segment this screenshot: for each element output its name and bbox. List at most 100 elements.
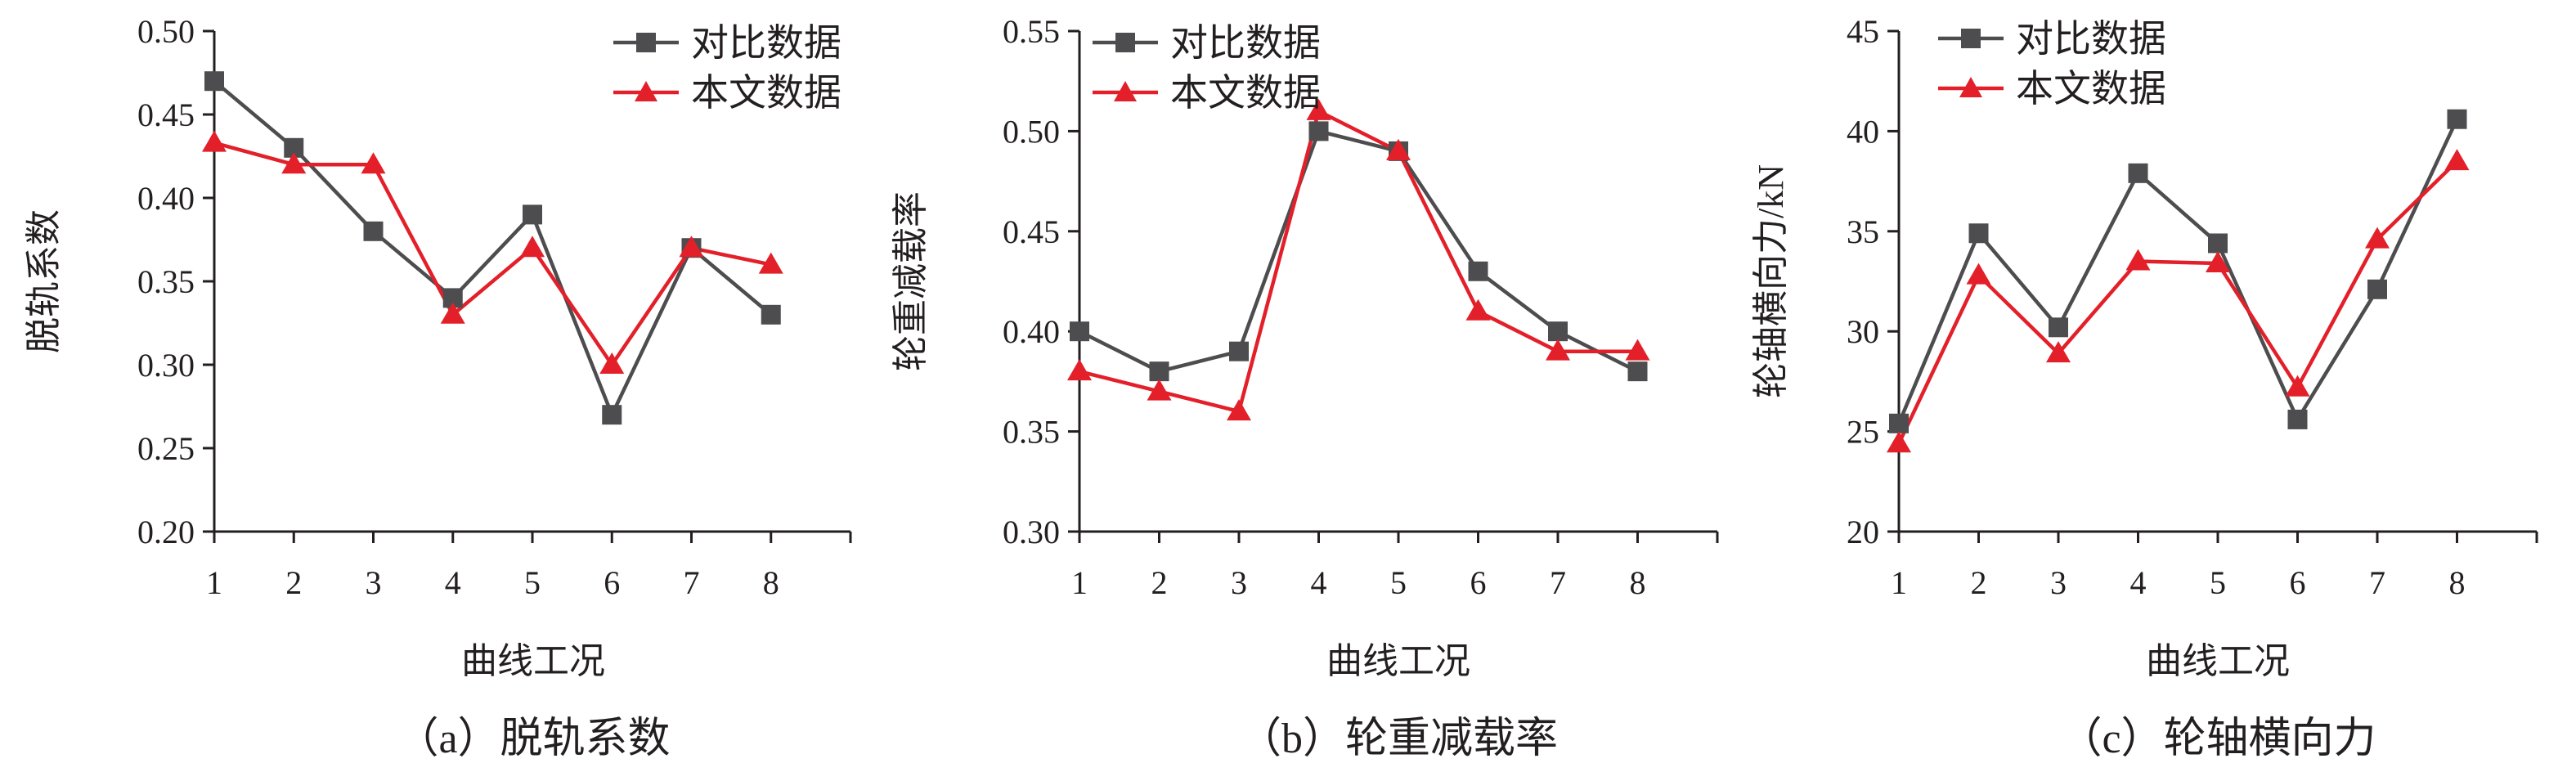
- caption-b: （b）轮重减载率: [1239, 716, 1558, 762]
- y-tick-label: 35: [1847, 213, 1879, 250]
- y-tick-label: 0.50: [137, 13, 195, 50]
- proposed-point: [1465, 298, 1491, 321]
- y-tick-label: 0.45: [1003, 213, 1060, 250]
- proposed-point: [1546, 339, 1570, 361]
- comparison-point: [1070, 321, 1089, 342]
- axes: [1068, 29, 1719, 543]
- legend-comparison-label: 对比数据: [691, 22, 841, 64]
- legend: 对比数据 本文数据: [1938, 18, 2166, 110]
- series-comparison-line: [1078, 129, 1639, 374]
- panel-a-derailment-coefficient: 0.20 0.25 0.30 0.35 0.40 0.45 0.50 1 2 3 4 5 6 7 8 对比数…: [24, 13, 852, 762]
- x-tick-label: 5: [524, 564, 541, 601]
- proposed-point: [679, 236, 704, 258]
- comparison-point: [602, 405, 622, 425]
- legend-proposed-label: 本文数据: [2016, 68, 2166, 110]
- y-tick-label: 0.40: [137, 180, 195, 217]
- proposed-point: [2365, 227, 2390, 249]
- proposed-point: [361, 152, 386, 174]
- comparison-point: [1468, 261, 1488, 281]
- comparison-point: [2447, 109, 2467, 129]
- series-proposed-line: [1896, 159, 2459, 445]
- proposed-point: [599, 352, 625, 374]
- x-axis-title: 曲线工况: [461, 641, 605, 681]
- proposed-point: [1227, 399, 1251, 421]
- y-tick-label: 0.35: [1003, 414, 1060, 451]
- series-markers: [1067, 98, 1650, 421]
- proposed-point: [2046, 341, 2071, 363]
- legend-comparison-label: 对比数据: [2016, 18, 2166, 60]
- y-tick-label: 0.45: [137, 97, 195, 133]
- series-lines: [1896, 118, 2459, 445]
- series-lines: [1078, 109, 1639, 414]
- x-tick-label: 4: [2130, 564, 2147, 601]
- series-comparison-line: [1896, 118, 2459, 424]
- comparison-point: [1548, 321, 1568, 342]
- legend-proposed-label: 本文数据: [691, 72, 841, 114]
- proposed-point: [202, 130, 227, 152]
- series-comparison-line: [213, 79, 773, 417]
- proposed-point: [758, 252, 783, 274]
- y-tick-label: 0.50: [1003, 113, 1060, 150]
- comparison-point: [1627, 361, 1648, 382]
- x-tick-label: 6: [1470, 564, 1487, 601]
- y-axis-title: 脱轨系数: [24, 209, 64, 353]
- x-tick-label: 7: [1550, 564, 1566, 601]
- x-axis-title: 曲线工况: [1326, 641, 1470, 681]
- comparison-point: [1308, 121, 1329, 141]
- legend-proposed-marker: [1114, 81, 1137, 101]
- comparison-point: [1889, 413, 1909, 433]
- legend-comparison-marker: [636, 33, 656, 52]
- proposed-point: [1306, 98, 1331, 120]
- legend-proposed-marker: [1959, 77, 1982, 97]
- x-tick-label: 6: [604, 564, 620, 601]
- legend-comparison-marker: [1115, 33, 1135, 52]
- y-tick-label: 25: [1847, 414, 1879, 451]
- x-tick-label: 5: [2210, 564, 2226, 601]
- caption-c: （c）轮轴横向力: [2059, 716, 2376, 762]
- x-tick-label: 7: [2369, 564, 2385, 601]
- x-tick-label: 8: [2449, 564, 2466, 601]
- y-tick-label: 30: [1847, 313, 1879, 350]
- x-tick-label: 5: [1390, 564, 1407, 601]
- comparison-point: [2367, 279, 2387, 299]
- proposed-point: [1887, 431, 1911, 453]
- series-proposed-line: [1079, 109, 1638, 414]
- x-tick-label: 1: [206, 564, 222, 601]
- series-lines: [213, 79, 773, 417]
- x-tick-label: 2: [1971, 564, 1987, 601]
- proposed-point: [520, 236, 545, 258]
- comparison-point: [1149, 361, 1169, 382]
- legend: 对比数据 本文数据: [1093, 22, 1321, 114]
- series-markers: [202, 71, 783, 425]
- series-proposed-line: [213, 141, 772, 367]
- x-tick-label: 1: [1891, 564, 1907, 601]
- proposed-point: [281, 152, 307, 174]
- y-tick-label: 0.40: [1003, 313, 1060, 350]
- axes: [203, 29, 852, 543]
- legend-comparison-label: 对比数据: [1170, 22, 1321, 64]
- x-tick-label: 3: [1231, 564, 1247, 601]
- comparison-point: [2049, 317, 2068, 338]
- x-tick-label: 3: [2050, 564, 2067, 601]
- x-tick-label: 4: [445, 564, 461, 601]
- proposed-point: [1966, 263, 1991, 285]
- x-tick-label: 2: [1151, 564, 1168, 601]
- comparison-point: [1229, 341, 1249, 361]
- proposed-point: [2206, 250, 2230, 272]
- y-tick-label: 20: [1847, 514, 1879, 550]
- y-tick-label: 0.20: [137, 514, 195, 550]
- tick-labels: 0.30 0.35 0.40 0.45 0.50 0.55 1 2 3 4 5 6 7 8: [1003, 13, 1646, 601]
- legend-proposed-marker: [635, 81, 657, 101]
- y-axis-title: 轮轴横向力/kN: [1751, 164, 1791, 398]
- proposed-point: [1147, 379, 1172, 401]
- axes: [1887, 29, 2538, 543]
- tick-labels: 0.20 0.25 0.30 0.35 0.40 0.45 0.50 1 2 3 4 5 6 7 8: [137, 13, 779, 601]
- y-tick-label: 45: [1847, 13, 1879, 50]
- x-axis-title: 曲线工况: [2146, 641, 2290, 681]
- proposed-point: [2125, 249, 2151, 271]
- proposed-point: [2444, 149, 2470, 171]
- comparison-point: [363, 221, 384, 241]
- comparison-point: [1968, 223, 1989, 244]
